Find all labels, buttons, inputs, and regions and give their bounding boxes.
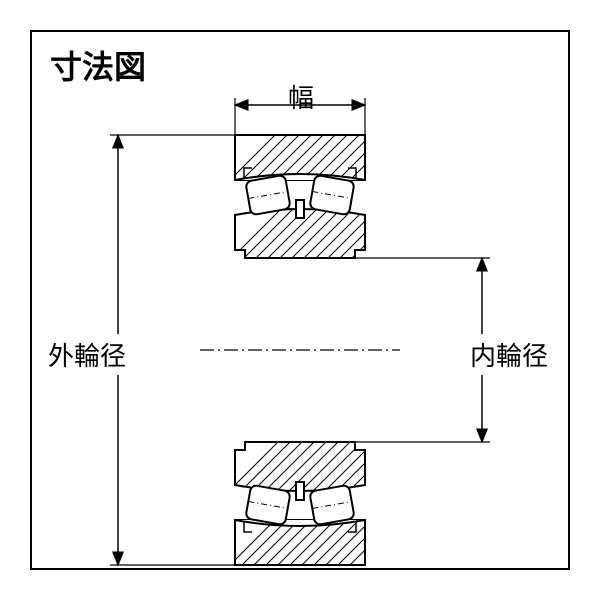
inner-diameter-label: 内輪径 [470,334,548,375]
width-label: 幅 [288,78,314,115]
outer-diameter-label: 外輪径 [48,334,126,375]
diagram-container: 寸法図 [0,0,600,600]
